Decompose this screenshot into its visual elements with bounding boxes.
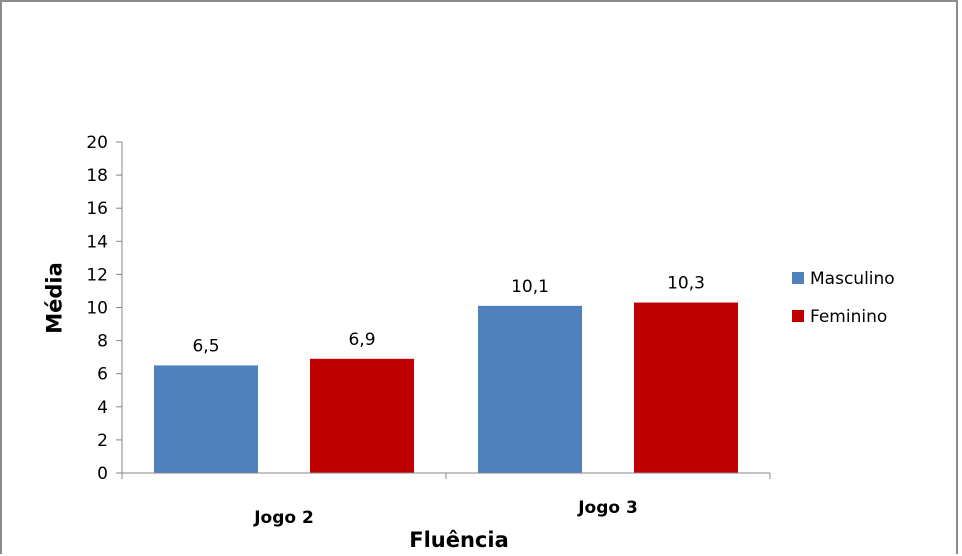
legend-label: Masculino	[810, 269, 895, 289]
data-label: 6,5	[192, 336, 219, 356]
bar	[154, 365, 258, 473]
x-axis: Jogo 2 Jogo 3	[121, 472, 771, 528]
y-tick-label: 8	[97, 332, 108, 352]
bar	[478, 305, 582, 473]
y-axis-title: Média	[42, 262, 66, 334]
y-tick-label: 20	[86, 133, 108, 153]
y-tick-label: 6	[97, 365, 108, 385]
y-tick-label: 2	[97, 431, 108, 451]
y-tick-label: 18	[86, 166, 108, 186]
y-tick-label: 12	[86, 265, 108, 285]
bar	[634, 302, 738, 473]
x-category-label: Jogo 2	[253, 508, 314, 528]
legend-label: Feminino	[810, 307, 887, 327]
x-category-label: Jogo 3	[577, 498, 638, 518]
bars: 6,5 6,9 10,1 10,3	[154, 274, 738, 473]
y-tick-label: 14	[86, 232, 108, 252]
data-label: 10,3	[667, 274, 705, 294]
y-tick-label: 16	[86, 199, 108, 219]
y-tick-label: 10	[86, 299, 108, 319]
data-label: 10,1	[511, 277, 549, 297]
data-label: 6,9	[348, 330, 375, 350]
y-axis: 0 2 4 6 8 10 12 14 16 18 20	[86, 133, 123, 484]
bar	[310, 358, 414, 473]
legend: Masculino Feminino	[792, 269, 895, 327]
x-axis-title: Fluência	[409, 528, 509, 552]
legend-swatch	[792, 310, 804, 322]
y-tick-label: 4	[97, 398, 108, 418]
y-tick-label: 0	[97, 464, 108, 484]
legend-swatch	[792, 272, 804, 284]
